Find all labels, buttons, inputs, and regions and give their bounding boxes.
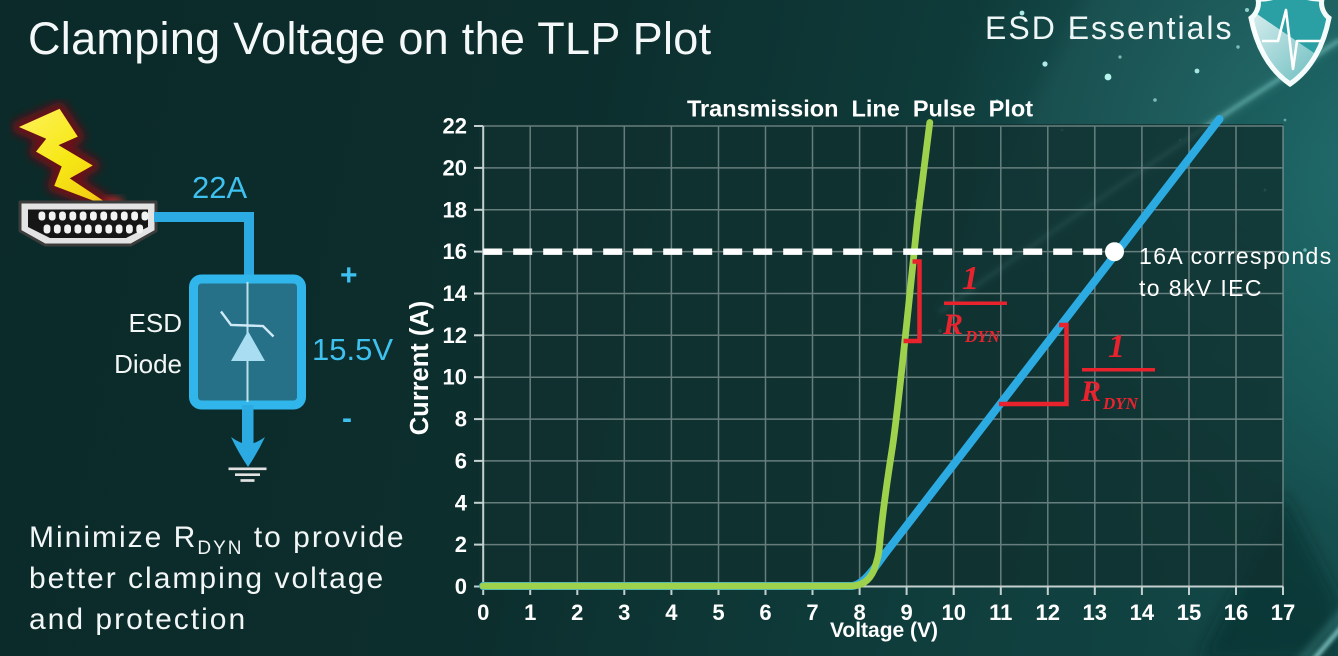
svg-text:17: 17 xyxy=(1271,600,1295,625)
svg-text:15: 15 xyxy=(1177,600,1201,625)
svg-text:Transmission Line Pulse Plo: Transmission Line Pulse Plot xyxy=(687,96,1033,122)
svg-text:11: 11 xyxy=(989,600,1012,625)
svg-text:3: 3 xyxy=(618,600,630,625)
svg-text:15.5V: 15.5V xyxy=(312,332,393,367)
svg-text:Voltage (V): Voltage (V) xyxy=(830,619,938,642)
svg-text:4: 4 xyxy=(665,600,678,625)
svg-text:14: 14 xyxy=(443,281,468,306)
svg-text:0: 0 xyxy=(455,574,467,599)
svg-text:1: 1 xyxy=(1108,328,1125,365)
svg-text:9: 9 xyxy=(900,600,912,625)
svg-text:12: 12 xyxy=(1036,600,1060,625)
svg-text:to 8kV IEC: to 8kV IEC xyxy=(1139,275,1263,301)
svg-text:20: 20 xyxy=(443,155,467,180)
svg-text:0: 0 xyxy=(477,600,489,625)
svg-text:7: 7 xyxy=(806,600,818,625)
svg-text:6: 6 xyxy=(759,600,771,625)
svg-text:1: 1 xyxy=(962,260,979,297)
svg-text:18: 18 xyxy=(443,197,467,222)
svg-text:1: 1 xyxy=(524,600,536,625)
svg-text:DYN: DYN xyxy=(964,327,1001,346)
svg-text:22A: 22A xyxy=(192,170,247,205)
svg-text:10: 10 xyxy=(941,600,965,625)
svg-text:R: R xyxy=(1080,375,1101,408)
svg-text:8: 8 xyxy=(455,407,467,432)
svg-text:10: 10 xyxy=(443,365,467,390)
svg-text:13: 13 xyxy=(1083,600,1107,625)
svg-text:16: 16 xyxy=(1224,600,1248,625)
svg-text:-: - xyxy=(342,402,352,435)
svg-text:2: 2 xyxy=(571,600,583,625)
svg-text:16A corresponds: 16A corresponds xyxy=(1139,243,1333,269)
svg-text:DYN: DYN xyxy=(1102,394,1139,413)
svg-text:2: 2 xyxy=(455,532,467,557)
svg-text:6: 6 xyxy=(455,448,467,473)
svg-text:ESD: ESD xyxy=(129,308,182,338)
svg-text:Current (A): Current (A) xyxy=(406,301,434,436)
svg-text:4: 4 xyxy=(455,490,468,515)
svg-text:Diode: Diode xyxy=(114,349,182,379)
svg-text:R: R xyxy=(942,308,963,341)
svg-text:+: + xyxy=(340,259,358,292)
svg-text:16: 16 xyxy=(443,239,467,264)
svg-text:14: 14 xyxy=(1130,600,1155,625)
svg-text:12: 12 xyxy=(443,323,467,348)
svg-text:22: 22 xyxy=(443,114,467,139)
svg-text:8: 8 xyxy=(853,600,865,625)
svg-text:5: 5 xyxy=(712,600,724,625)
